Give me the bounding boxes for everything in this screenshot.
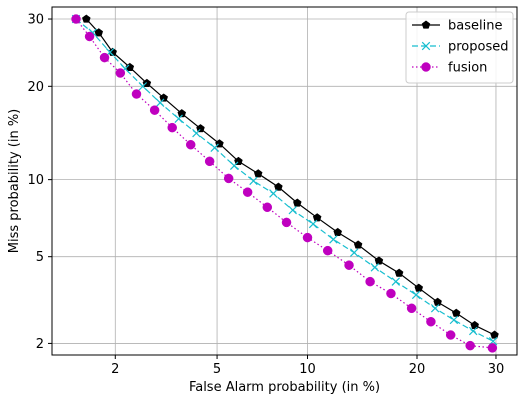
legend-label: fusion [448,61,487,76]
y-axis-label: Miss probability (in %) [7,109,22,253]
data-point-fusion [84,31,95,42]
data-point-proposed [288,205,297,215]
data-point-baseline [159,93,169,102]
data-point-fusion [242,187,253,197]
legend-entry-baseline: baseline [412,19,502,34]
legend-label: proposed [448,40,509,55]
data-point-fusion [465,340,475,351]
data-point-proposed [174,114,183,123]
data-point-baseline [333,227,343,236]
data-point-proposed [155,98,165,107]
data-point-baseline [196,124,205,133]
legend: baseline proposed fusion [405,11,514,84]
data-point-baseline [293,198,302,207]
data-point-proposed [370,263,380,272]
y-tick-label: 2 [36,337,44,352]
data-point-proposed [349,248,359,257]
x-tick-label: 2 [111,362,119,377]
data-point-fusion [386,288,396,299]
data-point-fusion [204,156,215,167]
data-point-baseline [177,109,187,118]
data-point-fusion [281,217,292,228]
data-point-proposed [430,304,440,313]
data-point-baseline [312,213,322,222]
data-point-fusion [406,303,417,314]
legend-entry-proposed: proposed [412,40,509,55]
data-point-proposed [449,315,459,325]
data-point-proposed [329,235,338,244]
data-point-baseline [394,268,404,277]
legend-box [405,11,514,84]
legend-entry-fusion: fusion [412,61,487,76]
x-tick-label: 20 [409,362,426,377]
data-point-baseline [470,320,480,329]
data-point-fusion [344,260,354,270]
x-tick-label: 10 [299,362,316,377]
x-tick-label: 5 [213,362,221,377]
data-point-fusion [167,122,177,133]
data-point-baseline [451,308,461,317]
legend-marker [421,62,431,72]
plot-frame [51,6,518,356]
data-point-baseline [253,169,263,178]
data-point-proposed [229,161,239,170]
y-tick-label: 10 [27,173,44,188]
data-point-fusion [149,105,160,115]
ticks: 2 5 10 20 30 2 5 10 20 30 [27,13,504,377]
data-point-proposed [192,128,201,138]
data-point-proposed [308,219,318,229]
data-point-baseline [414,283,424,292]
data-point-baseline [490,330,499,339]
data-point-fusion [262,202,273,213]
data-point-fusion [223,173,234,184]
data-point-proposed [269,189,278,198]
data-point-fusion [365,276,375,287]
data-point-fusion [322,245,333,256]
x-axis-label: False Alarm probability (in %) [189,380,380,395]
data-point-proposed [391,277,401,286]
legend-label: baseline [448,19,502,34]
series-fusion [71,14,498,353]
data-point-proposed [210,143,219,152]
data-point-fusion [487,343,498,353]
data-point-baseline [82,14,91,23]
series-layer [71,14,499,353]
data-point-fusion [426,316,436,327]
data-point-baseline [374,256,384,265]
data-point-proposed [138,82,148,91]
data-point-proposed [468,326,478,336]
data-point-fusion [99,52,110,63]
x-tick-label: 30 [488,362,505,377]
data-point-fusion [131,89,142,99]
legend-marker [421,20,431,29]
data-point-proposed [249,176,258,186]
data-point-proposed [411,290,421,300]
data-point-fusion [71,14,81,24]
data-point-baseline [94,28,104,37]
data-point-fusion [185,139,196,150]
data-point-fusion [115,68,126,78]
data-point-baseline [274,182,283,191]
data-point-fusion [302,232,313,243]
data-point-fusion [445,330,456,340]
data-point-baseline [433,297,442,306]
legend-marker [421,41,431,51]
y-tick-label: 20 [27,80,44,95]
y-tick-label: 5 [36,250,44,265]
y-tick-label: 30 [27,13,44,28]
data-point-baseline [353,240,363,249]
data-point-baseline [125,62,135,71]
